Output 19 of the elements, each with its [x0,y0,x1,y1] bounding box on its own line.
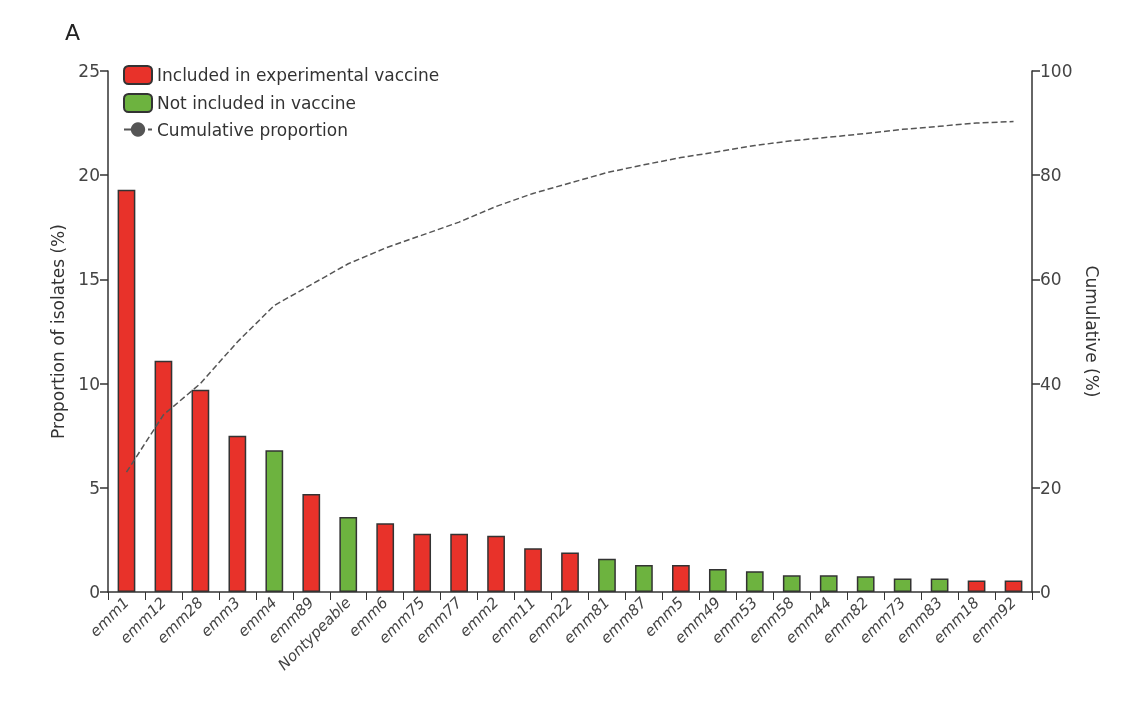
y2-tick-label: 40 [1040,373,1062,394]
y-tick-label: 0 [89,582,100,602]
chart-title: A [65,19,81,45]
y-axis-title: Proportion of isolates (%) [47,224,68,439]
y-tick-label: 10 [78,373,100,394]
line-series [125,120,1015,473]
y-tick-label: 5 [89,477,100,498]
y2-tick-label: 20 [1040,477,1062,498]
y2-tick-label: 100 [1040,61,1073,81]
y-tick-label: 25 [78,61,100,81]
y-tick-label: 15 [78,269,100,290]
legend-label: Cumulative proportion [157,119,348,140]
y2-tick-label: 60 [1040,269,1062,290]
y2-axis-title: Cumulative (%) [1081,265,1102,398]
y2-tick-label: 80 [1040,165,1062,186]
y2-tick-label: 0 [1040,582,1051,602]
legend-label: Included in experimental vaccine [157,65,440,85]
legend-label: Not included in vaccine [157,93,357,113]
y-tick-label: 20 [78,165,100,186]
